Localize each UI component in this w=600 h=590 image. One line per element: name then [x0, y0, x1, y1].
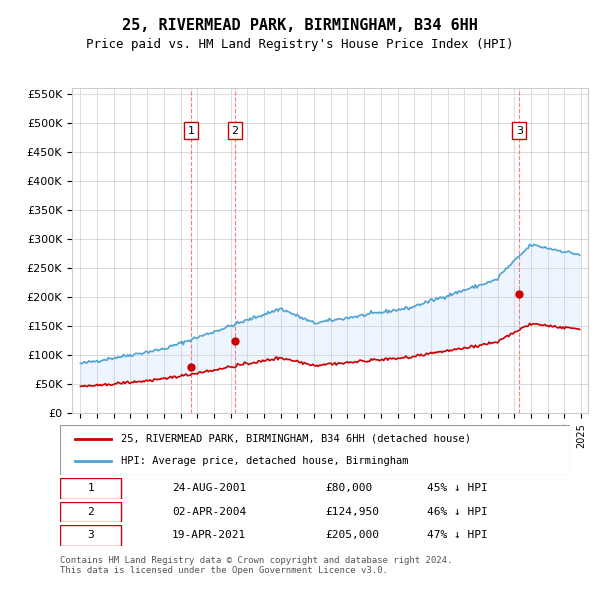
Text: 46% ↓ HPI: 46% ↓ HPI — [427, 507, 488, 517]
Text: 1: 1 — [87, 483, 94, 493]
Text: 19-APR-2021: 19-APR-2021 — [172, 530, 247, 540]
Text: 47% ↓ HPI: 47% ↓ HPI — [427, 530, 488, 540]
Text: 3: 3 — [87, 530, 94, 540]
Text: £205,000: £205,000 — [325, 530, 379, 540]
FancyBboxPatch shape — [60, 502, 121, 522]
Text: Price paid vs. HM Land Registry's House Price Index (HPI): Price paid vs. HM Land Registry's House … — [86, 38, 514, 51]
Text: 3: 3 — [516, 126, 523, 136]
Text: 45% ↓ HPI: 45% ↓ HPI — [427, 483, 488, 493]
FancyBboxPatch shape — [60, 478, 121, 499]
Text: 1: 1 — [188, 126, 195, 136]
Text: 2: 2 — [87, 507, 94, 517]
Text: £80,000: £80,000 — [325, 483, 373, 493]
Text: HPI: Average price, detached house, Birmingham: HPI: Average price, detached house, Birm… — [121, 456, 409, 466]
Text: £124,950: £124,950 — [325, 507, 379, 517]
Text: 02-APR-2004: 02-APR-2004 — [172, 507, 247, 517]
FancyBboxPatch shape — [60, 425, 570, 475]
Text: 25, RIVERMEAD PARK, BIRMINGHAM, B34 6HH (detached house): 25, RIVERMEAD PARK, BIRMINGHAM, B34 6HH … — [121, 434, 471, 444]
Text: 24-AUG-2001: 24-AUG-2001 — [172, 483, 247, 493]
Text: Contains HM Land Registry data © Crown copyright and database right 2024.
This d: Contains HM Land Registry data © Crown c… — [60, 556, 452, 575]
FancyBboxPatch shape — [60, 525, 121, 546]
Text: 2: 2 — [231, 126, 238, 136]
Text: 25, RIVERMEAD PARK, BIRMINGHAM, B34 6HH: 25, RIVERMEAD PARK, BIRMINGHAM, B34 6HH — [122, 18, 478, 32]
